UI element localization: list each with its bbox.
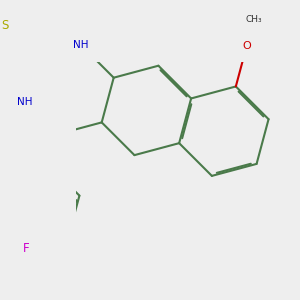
Text: O: O [242,41,251,51]
Text: CH₃: CH₃ [245,15,262,24]
Text: S: S [2,20,9,32]
Text: F: F [23,242,30,255]
Text: NH: NH [16,97,32,107]
Text: NH: NH [73,40,89,50]
